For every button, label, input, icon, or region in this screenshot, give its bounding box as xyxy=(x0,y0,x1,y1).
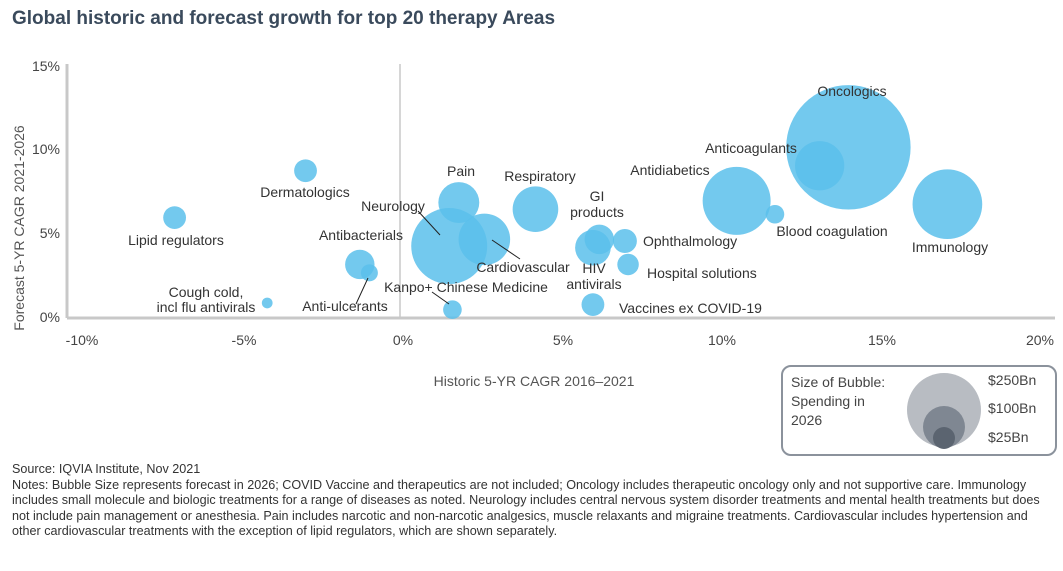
leader-line-neurology xyxy=(417,210,441,236)
source-note: Source: IQVIA Institute, Nov 2021 xyxy=(12,462,201,476)
size-legend: Size of Bubble: Spending in 2026 $250Bn … xyxy=(781,365,1057,456)
data-label-cough-line2: incl flu antivirals xyxy=(157,299,256,315)
bubble-anti-ulcerants xyxy=(360,264,378,282)
legend-title-line2: Spending in xyxy=(791,393,865,409)
x-tick-label: 15% xyxy=(868,332,896,348)
data-labels: Oncologics Anticoagulants Antidiabetics … xyxy=(128,83,988,316)
data-label-hiv-line1: HIV xyxy=(582,260,606,276)
notes-text: Notes: Bubble Size represents forecast i… xyxy=(12,477,1040,539)
data-label-hiv-line2: antivirals xyxy=(566,276,621,292)
bubbles-layer xyxy=(163,85,983,319)
legend-size-large: $250Bn xyxy=(988,372,1036,388)
leader-lines xyxy=(355,210,521,305)
data-label-dermatologics: Dermatologics xyxy=(260,184,349,200)
bubble-cough-cold-incl-flu-antivirals xyxy=(261,297,273,309)
x-tick-label: 0% xyxy=(393,332,413,348)
data-label-cough-line1: Cough cold, xyxy=(169,284,244,300)
data-label-anti-ulcerants: Anti-ulcerants xyxy=(302,298,388,314)
bubble-antidiabetics xyxy=(702,166,771,235)
legend-bubble-small xyxy=(933,427,955,449)
data-label-immunology: Immunology xyxy=(912,239,988,255)
bubble-pain xyxy=(438,182,480,224)
data-label-blood-coagulation: Blood coagulation xyxy=(776,223,887,239)
bubble-chart: -10% -5% 0% 5% 10% 15% 20% 0% 5% 10% 15%… xyxy=(11,58,1057,456)
x-tick-label: -5% xyxy=(232,332,257,348)
bubble-lipid-regulators xyxy=(163,206,187,230)
data-label-oncologics: Oncologics xyxy=(817,83,886,99)
x-tick-labels: -10% -5% 0% 5% 10% 15% 20% xyxy=(66,332,1054,348)
data-label-gi-line2: products xyxy=(570,204,624,220)
y-tick-label: 5% xyxy=(40,225,60,241)
y-axis-title: Forecast 5-YR CAGR 2021-2026 xyxy=(11,125,27,331)
data-label-hospital-solutions: Hospital solutions xyxy=(647,265,757,281)
bubble-anticoagulants xyxy=(795,141,845,191)
data-label-lipid-regulators: Lipid regulators xyxy=(128,232,224,248)
chart-title: Global historic and forecast growth for … xyxy=(12,8,556,29)
legend-size-mid: $100Bn xyxy=(988,400,1036,416)
data-label-neurology: Neurology xyxy=(361,198,425,214)
data-label-pain: Pain xyxy=(447,163,475,179)
data-label-kanpo: Kanpo+ Chinese Medicine xyxy=(384,279,548,295)
data-label-cardiovascular: Cardiovascular xyxy=(476,259,570,275)
legend-title-line1: Size of Bubble: xyxy=(791,374,885,390)
x-axis-title: Historic 5-YR CAGR 2016–2021 xyxy=(434,373,635,389)
leader-line-kanpo xyxy=(431,291,450,305)
y-tick-label: 15% xyxy=(32,58,60,74)
x-tick-label: 10% xyxy=(708,332,736,348)
data-label-respiratory: Respiratory xyxy=(504,168,576,184)
bubble-vaccines-ex-covid-19 xyxy=(581,293,605,317)
data-label-antibacterials: Antibacterials xyxy=(319,227,403,243)
data-label-gi-line1: GI xyxy=(590,188,605,204)
bubble-cardiovascular xyxy=(458,213,511,266)
bubble-blood-coagulation xyxy=(765,204,785,224)
data-label-vaccines: Vaccines ex COVID-19 xyxy=(619,300,762,316)
leader-line-anti-ulcerants xyxy=(355,277,369,305)
bubble-immunology xyxy=(912,169,983,240)
data-label-ophthalmology: Ophthalmology xyxy=(643,233,737,249)
bubble-ophthalmology xyxy=(612,229,637,254)
y-tick-label: 10% xyxy=(32,141,60,157)
y-tick-labels: 0% 5% 10% 15% xyxy=(32,58,60,325)
notes-block: Source: IQVIA Institute, Nov 2021 Notes:… xyxy=(12,462,1052,540)
y-tick-label: 0% xyxy=(40,309,60,325)
leader-line-cardiovascular xyxy=(491,239,521,260)
bubble-hospital-solutions xyxy=(617,253,639,276)
bubble-respiratory xyxy=(512,186,559,233)
x-tick-label: 5% xyxy=(553,332,573,348)
bubble-gi-products xyxy=(584,224,615,255)
legend-size-small: $25Bn xyxy=(988,429,1028,445)
legend-title-line3: 2026 xyxy=(791,412,822,428)
bubble-dermatologics xyxy=(294,159,317,183)
data-label-anticoagulants: Anticoagulants xyxy=(705,140,797,156)
data-label-antidiabetics: Antidiabetics xyxy=(630,162,709,178)
x-tick-label: -10% xyxy=(66,332,99,348)
x-tick-label: 20% xyxy=(1026,332,1054,348)
bubble-kanpo-chinese-medicine xyxy=(443,300,462,319)
